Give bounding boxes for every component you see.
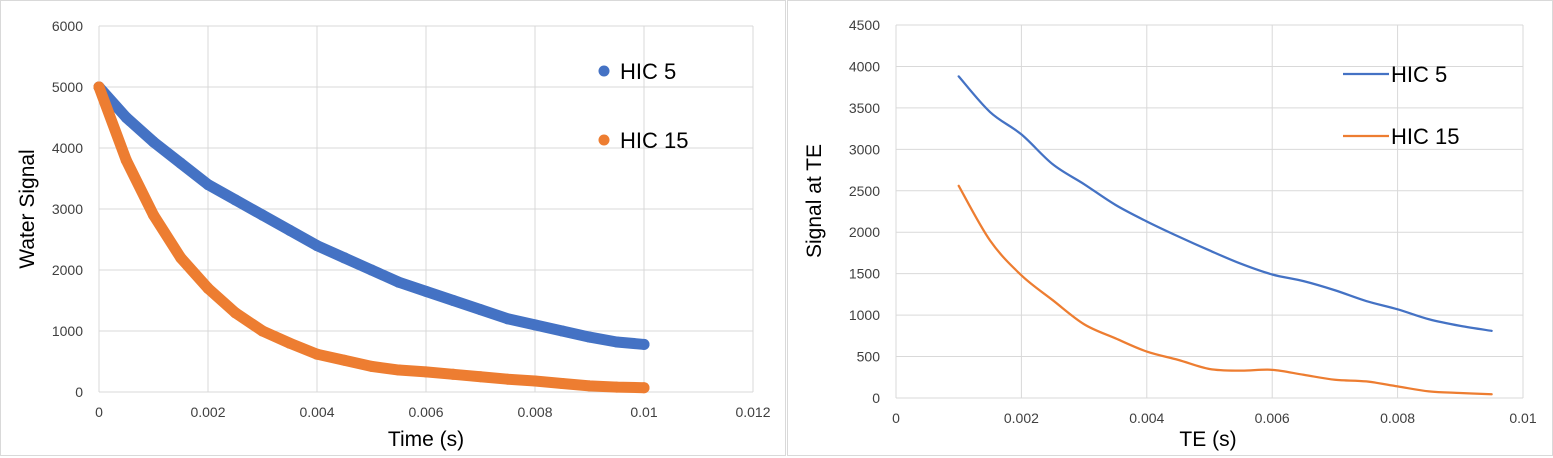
y-tick-label-2500: 2500: [849, 183, 880, 199]
data-point-hic-5: [420, 285, 432, 297]
legend-label-hic-15: HIC 15: [620, 128, 688, 153]
data-point-hic-5: [148, 136, 159, 148]
data-point-hic-5: [284, 224, 296, 236]
data-point-hic-15: [148, 209, 159, 221]
data-point-hic-15: [393, 364, 405, 376]
x-tick-label-0-006: 0.006: [1255, 410, 1290, 426]
data-point-hic-5: [311, 240, 323, 252]
signal-at-te-chart: 0 500 1000 1500 2000 2500 3000 3500 4000 4500 0 0.0…: [803, 17, 1537, 451]
data-point-hic-5: [611, 336, 623, 348]
x-tick-label-0-002: 0.002: [190, 404, 225, 420]
data-point-hic-5: [393, 276, 405, 288]
data-point-hic-5: [175, 157, 187, 169]
data-point-hic-15: [229, 307, 241, 319]
data-point-hic-5: [202, 179, 214, 191]
data-point-hic-15: [175, 252, 187, 264]
x-tick-label-0-004: 0.004: [299, 404, 334, 420]
x-tick-label-0-008: 0.008: [1380, 410, 1415, 426]
y-tick-label-3000: 3000: [849, 141, 880, 157]
y-tick-label-2000: 2000: [52, 262, 83, 278]
data-point-hic-15: [638, 382, 650, 394]
legend-marker-hic-5: [598, 65, 610, 77]
x-axis-title: TE (s): [1179, 428, 1236, 451]
data-point-hic-15: [475, 371, 486, 383]
x-tick-label-0-01: 0.01: [1509, 410, 1536, 426]
y-tick-label-3500: 3500: [849, 100, 880, 116]
legend-marker-hic-15: [598, 134, 610, 146]
data-point-hic-15: [529, 375, 541, 387]
y-tick-label-0: 0: [75, 384, 83, 400]
chart-panel-signal-at-te: 0 500 1000 1500 2000 2500 3000 3500 4000 4500 0 0.0…: [787, 0, 1553, 456]
legend-label-hic-5: HIC 5: [620, 59, 676, 84]
y-tick-label-6000: 6000: [52, 18, 83, 34]
y-tick-label-5000: 5000: [52, 79, 83, 95]
data-point-hic-15: [447, 368, 459, 380]
y-tick-label-2000: 2000: [849, 224, 880, 240]
data-point-hic-5: [120, 112, 132, 123]
x-tick-label-0: 0: [95, 404, 103, 420]
y-tick-label-1000: 1000: [849, 307, 880, 323]
y-tick-label-4000: 4000: [849, 58, 880, 74]
y-axis-title: Water Signal: [16, 149, 39, 268]
x-tick-label-0-004: 0.004: [1129, 410, 1164, 426]
y-axis-title: Signal at TE: [803, 144, 826, 258]
data-point-hic-15: [611, 381, 623, 393]
data-point-hic-15: [366, 360, 377, 372]
y-tick-label-1000: 1000: [52, 323, 83, 339]
y-tick-label-4500: 4500: [849, 17, 880, 33]
data-point-hic-5: [229, 194, 241, 206]
x-tick-label-0: 0: [892, 410, 900, 426]
data-point-hic-15: [556, 377, 568, 389]
x-tick-label-0-008: 0.008: [517, 404, 552, 420]
water-signal-chart: 0 1000 2000 3000 4000 5000 6000 0 0.002 0.004 0.00…: [16, 18, 771, 451]
data-point-hic-5: [584, 331, 595, 343]
data-point-hic-15: [284, 337, 296, 349]
data-point-hic-15: [202, 282, 214, 294]
x-tick-label-0-006: 0.006: [408, 404, 443, 420]
series-band-hic-5: [93, 81, 650, 350]
y-tick-label-3000: 3000: [52, 201, 83, 217]
legend-label-hic-15: HIC 15: [1391, 124, 1459, 149]
data-point-hic-15: [257, 325, 268, 337]
data-point-hic-15: [502, 373, 514, 385]
series-band-hic-15: [93, 81, 650, 394]
data-point-hic-5: [366, 264, 377, 276]
data-point-hic-15: [584, 380, 595, 392]
data-point-hic-5: [338, 252, 350, 264]
series-line-hic-15: [957, 184, 1493, 396]
data-point-hic-15: [120, 154, 132, 166]
y-tick-label-4000: 4000: [52, 140, 83, 156]
data-point-hic-5: [257, 209, 268, 221]
series-line-hic-5: [957, 75, 1493, 332]
y-tick-label-0: 0: [872, 390, 880, 406]
data-point-hic-5: [475, 304, 486, 316]
data-point-hic-5: [638, 338, 650, 350]
legend-label-hic-5: HIC 5: [1391, 62, 1447, 87]
x-tick-label-0-01: 0.01: [630, 404, 657, 420]
data-point-hic-15: [420, 366, 432, 378]
chart-panel-water-signal: 0 1000 2000 3000 4000 5000 6000 0 0.002 0.004 0.00…: [0, 0, 786, 456]
x-tick-label-0-012: 0.012: [735, 404, 770, 420]
y-tick-label-500: 500: [857, 349, 881, 365]
x-tick-label-0-002: 0.002: [1004, 410, 1039, 426]
data-point-hic-5: [556, 325, 568, 337]
data-point-hic-5: [447, 295, 459, 306]
x-axis-title: Time (s): [388, 428, 464, 451]
y-tick-label-1500: 1500: [849, 266, 880, 282]
data-point-hic-5: [529, 319, 541, 331]
data-point-hic-15: [338, 354, 350, 366]
data-point-hic-15: [311, 348, 323, 360]
data-point-hic-5: [502, 313, 514, 325]
data-point-hic-15: [93, 81, 105, 93]
